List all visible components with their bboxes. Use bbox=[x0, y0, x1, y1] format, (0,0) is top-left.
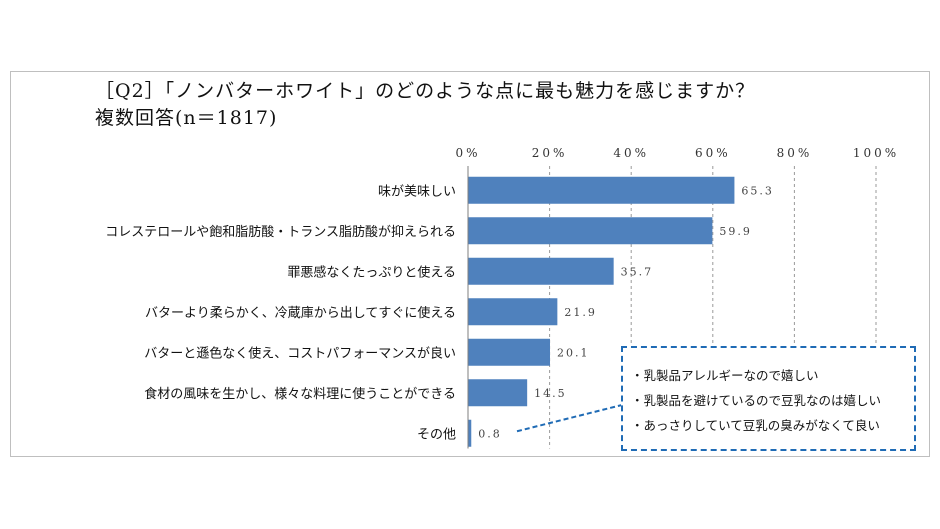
category-label: バターと遜色なく使え、コストパフォーマンスが良い bbox=[144, 345, 456, 361]
comment-callout-box: ・乳製品アレルギーなので嬉しい ・乳製品を避けているので豆乳なのは嬉しい ・あっ… bbox=[621, 346, 916, 451]
x-tick-label: 100% bbox=[853, 146, 899, 160]
data-label: 20.1 bbox=[557, 346, 590, 359]
category-label: その他 bbox=[417, 427, 456, 442]
bar bbox=[468, 298, 558, 326]
category-label: 味が美味しい bbox=[378, 184, 456, 199]
data-label: 65.3 bbox=[741, 184, 774, 197]
bar bbox=[468, 176, 735, 204]
category-label: 食材の風味を生かし、様々な料理に使うことができる bbox=[144, 386, 456, 402]
data-label: 59.9 bbox=[719, 225, 752, 238]
bar bbox=[468, 338, 551, 366]
bar bbox=[468, 379, 528, 407]
x-tick-label: 40% bbox=[613, 146, 649, 160]
category-label: 罪悪感なくたっぷりと使える bbox=[287, 264, 456, 280]
bar bbox=[468, 257, 614, 285]
data-label: 0.8 bbox=[478, 427, 502, 440]
bar bbox=[468, 419, 472, 447]
data-label: 21.9 bbox=[564, 306, 597, 319]
x-tick-label: 20% bbox=[532, 146, 568, 160]
comment-line-1: ・乳製品アレルギーなので嬉しい bbox=[631, 368, 819, 383]
x-tick-label: 0% bbox=[455, 146, 480, 160]
comment-line-2: ・乳製品を避けているので豆乳なのは嬉しい bbox=[631, 393, 882, 408]
category-label: バターより柔らかく、冷蔵庫から出してすぐに使える bbox=[145, 305, 456, 321]
category-label: コレステロールや飽和脂肪酸・トランス脂肪酸が抑えられる bbox=[105, 224, 456, 240]
comment-line-3: ・あっさりしていて豆乳の臭みがなくて良い bbox=[631, 418, 880, 433]
data-label: 35.7 bbox=[621, 265, 654, 278]
data-label: 14.5 bbox=[534, 387, 567, 400]
bar bbox=[468, 217, 713, 245]
x-tick-label: 80% bbox=[777, 146, 813, 160]
chart-title: ［Q2］「ノンバターホワイト」のどのような点に最も魅力を感じますか？ bbox=[95, 80, 756, 102]
x-tick-label: 60% bbox=[695, 146, 731, 160]
callout-pointer bbox=[516, 404, 623, 433]
chart-subtitle: 複数回答(n＝1817) bbox=[95, 107, 278, 129]
